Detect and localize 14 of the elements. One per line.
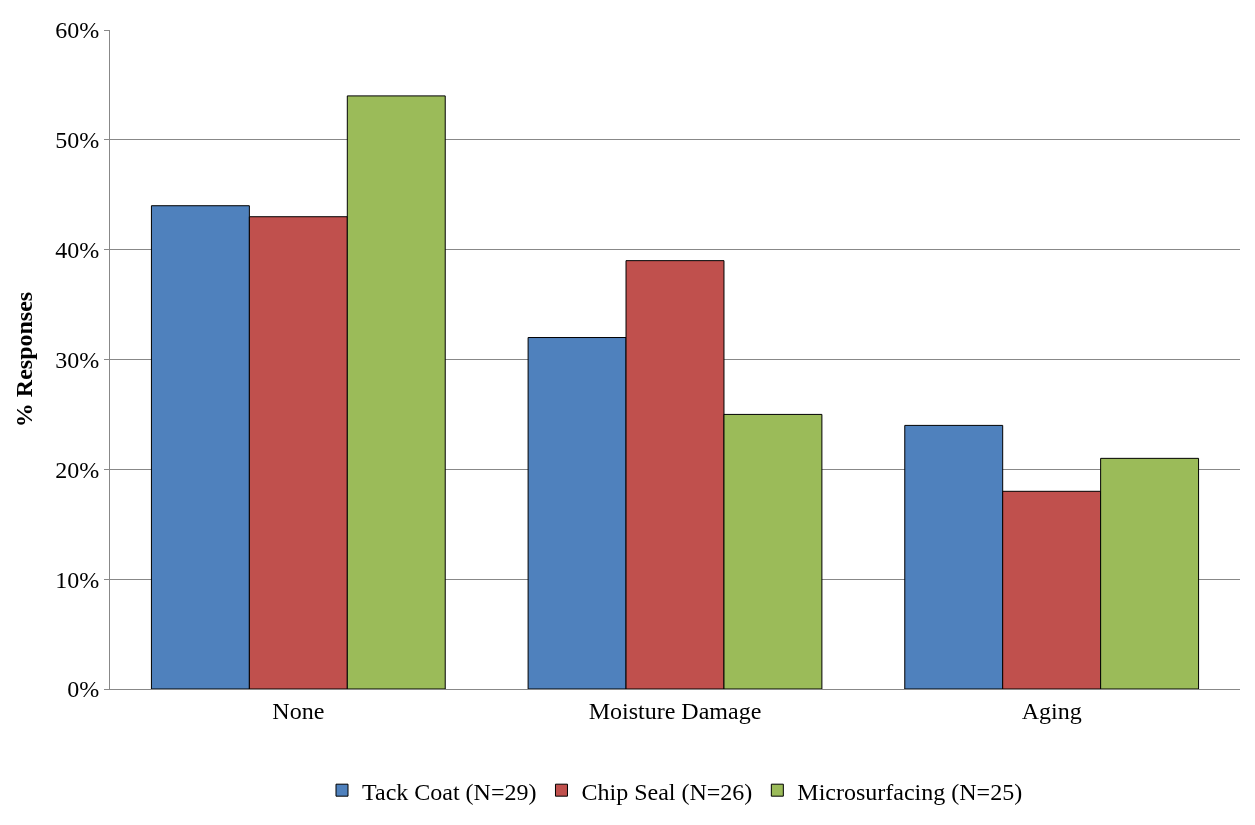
y-axis-title: % Responses [11, 291, 38, 428]
y-tick-label: 60% [55, 17, 100, 44]
y-tick-label: 10% [55, 566, 100, 593]
x-tick-label: None [272, 697, 325, 724]
legend-label: Tack Coat (N=29) [362, 778, 537, 805]
x-tick-label: Aging [1021, 697, 1082, 724]
legend-label: Chip Seal (N=26) [581, 778, 753, 805]
y-tick-label: 50% [55, 127, 100, 154]
y-tick-label: 40% [55, 237, 100, 264]
y-tick-label: 20% [55, 456, 100, 483]
x-tick-label: Moisture Damage [588, 697, 762, 724]
legend-label: Microsurfacing (N=25) [797, 778, 1023, 805]
y-tick-label: 0% [67, 676, 100, 703]
y-tick-label: 30% [55, 346, 100, 373]
